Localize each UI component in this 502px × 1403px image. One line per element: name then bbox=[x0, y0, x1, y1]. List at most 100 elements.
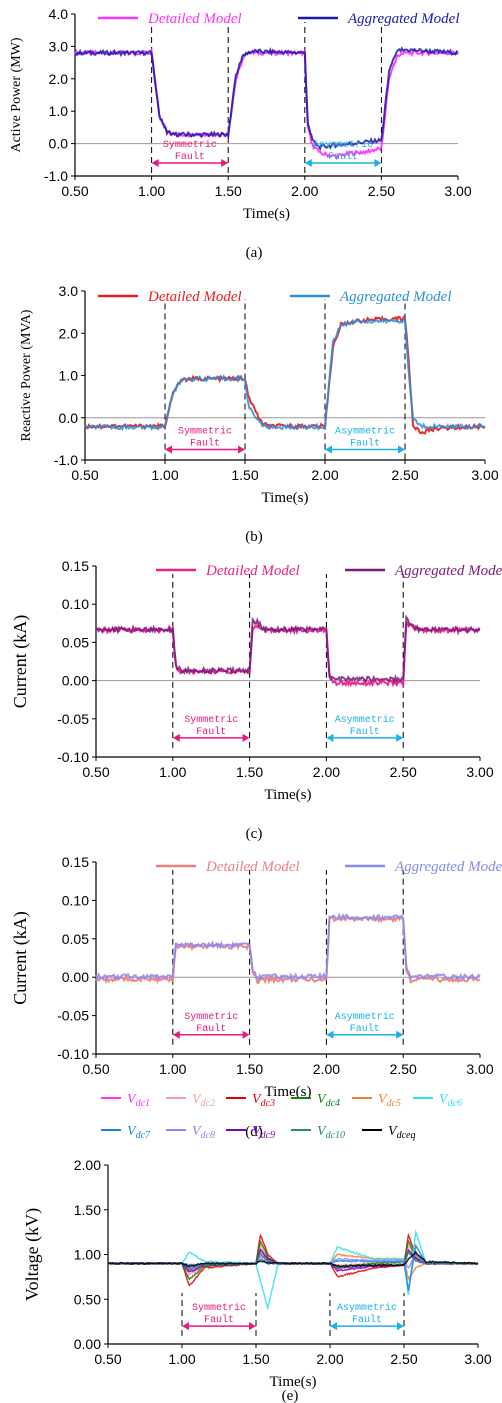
x-tick-label: 1.00 bbox=[151, 467, 178, 483]
y-tick-label: 1.0 bbox=[49, 103, 69, 119]
y-axis-label: Active Power (MW) bbox=[9, 37, 24, 152]
fault-arrowhead-left bbox=[326, 1030, 334, 1039]
x-tick-label: 3.00 bbox=[466, 1061, 493, 1077]
x-tick-label: 1.00 bbox=[159, 1061, 186, 1077]
y-tick-label: 0.50 bbox=[74, 1291, 101, 1307]
fault-label: Fault bbox=[328, 151, 358, 163]
fault-label: Asymmetric bbox=[335, 714, 395, 726]
y-tick-label: 0.15 bbox=[62, 558, 89, 574]
legend-label: Aggregated Model bbox=[394, 859, 502, 875]
fault-arrowhead-right bbox=[398, 445, 405, 454]
legend-label: Vdc3 bbox=[252, 1092, 275, 1109]
series-line bbox=[74, 46, 459, 151]
series-line bbox=[107, 1250, 479, 1268]
legend-label: Detailed Model bbox=[147, 11, 242, 27]
y-axis-label: Current (kA) bbox=[10, 615, 31, 708]
y-tick-label: 0.10 bbox=[62, 892, 89, 908]
fault-arrowhead-left bbox=[304, 159, 312, 168]
legend-label: Aggregated Model bbox=[347, 11, 460, 27]
x-tick-label: 2.00 bbox=[313, 764, 340, 780]
y-tick-label: 2.00 bbox=[74, 1157, 101, 1173]
legend-label: Vdc7 bbox=[127, 1124, 151, 1141]
y-tick-label: 0.00 bbox=[74, 1336, 101, 1352]
fault-label: Asymmetric bbox=[337, 1302, 397, 1314]
y-axis-label: Current (kA) bbox=[10, 911, 31, 1004]
series-line bbox=[95, 914, 481, 985]
y-tick-label: 0.00 bbox=[62, 969, 89, 985]
fault-arrowhead-left bbox=[151, 159, 159, 168]
x-tick-label: 0.50 bbox=[94, 1351, 121, 1367]
y-tick-label: 0.05 bbox=[62, 634, 89, 650]
fault-label: Fault bbox=[175, 151, 205, 163]
series-line bbox=[95, 614, 481, 684]
series-line bbox=[107, 1229, 479, 1311]
legend-label: Aggregated Model bbox=[339, 289, 452, 305]
x-tick-label: 1.50 bbox=[236, 1061, 263, 1077]
legend-label: Vdceq bbox=[388, 1124, 415, 1141]
x-tick-label: 2.50 bbox=[391, 467, 418, 483]
chart-panel-c: -0.10 -0.05 0.00 0.05 0.10 0.15 0.50 1.00 1.50 2.… bbox=[10, 558, 502, 842]
x-tick-label: 1.50 bbox=[236, 764, 263, 780]
y-tick-label: 1.50 bbox=[74, 1202, 101, 1218]
fault-arrowhead-right bbox=[396, 1030, 404, 1039]
chart-panel-b: -1.0 0.0 1.0 2.0 3.0 0.50 1.00 1.50 2.00 2.50 3.00… bbox=[19, 283, 499, 545]
legend-label: Vdc6 bbox=[439, 1092, 462, 1109]
series-line bbox=[95, 621, 481, 688]
x-tick-label: 2.00 bbox=[316, 1351, 343, 1367]
x-tick-label: 1.00 bbox=[159, 764, 186, 780]
x-tick-label: 1.50 bbox=[215, 183, 242, 199]
y-tick-label: 0.0 bbox=[59, 410, 79, 426]
fault-label: Fault bbox=[190, 437, 220, 449]
x-axis-label: Time(s) bbox=[270, 1374, 317, 1390]
fault-arrowhead-right bbox=[242, 733, 250, 742]
x-axis-label: Time(s) bbox=[265, 1084, 312, 1100]
legend-label: Vdc9 bbox=[252, 1124, 275, 1141]
y-tick-label: 1.00 bbox=[74, 1247, 101, 1263]
fault-label: Fault bbox=[196, 726, 226, 738]
fault-label: Asymmetric bbox=[335, 425, 395, 437]
fault-arrowhead-right bbox=[238, 445, 245, 454]
y-tick-label: -0.10 bbox=[57, 749, 89, 765]
x-axis-label: Time(s) bbox=[243, 206, 290, 222]
y-tick-label: 3.0 bbox=[49, 38, 69, 54]
y-axis-label: Voltage (kV) bbox=[22, 1208, 43, 1301]
legend-label: Vdc4 bbox=[317, 1092, 340, 1109]
chart-panel-a: -1.0 0.0 1.0 2.0 3.0 4.0 0.50 1.00 1.50 2.00 2.50 3… bbox=[9, 6, 472, 261]
panel-caption: (c) bbox=[246, 826, 263, 842]
x-tick-label: 1.00 bbox=[168, 1351, 195, 1367]
series-line bbox=[95, 912, 481, 982]
fault-arrowhead-right bbox=[249, 1322, 256, 1331]
x-tick-label: 2.50 bbox=[390, 764, 417, 780]
fault-arrowhead-left bbox=[325, 445, 332, 454]
x-tick-label: 2.50 bbox=[390, 1351, 417, 1367]
fault-label: Symmetric bbox=[192, 1302, 246, 1314]
fault-label: Fault bbox=[352, 1314, 382, 1326]
y-tick-label: -0.10 bbox=[57, 1046, 89, 1062]
fault-arrowhead-left bbox=[172, 1030, 180, 1039]
legend-label: Vdc5 bbox=[378, 1092, 401, 1109]
x-tick-label: 1.50 bbox=[242, 1351, 269, 1367]
y-tick-label: 2.0 bbox=[49, 71, 69, 87]
y-tick-label: -1.0 bbox=[44, 168, 68, 184]
x-axis-label: Time(s) bbox=[262, 490, 309, 506]
fault-arrowhead-right bbox=[221, 159, 229, 168]
y-tick-label: 2.0 bbox=[59, 325, 79, 341]
x-tick-label: 3.00 bbox=[464, 1351, 491, 1367]
legend-label: Detailed Model bbox=[205, 563, 300, 579]
y-tick-label: -1.0 bbox=[54, 452, 78, 468]
x-tick-label: 0.50 bbox=[71, 467, 98, 483]
panel-caption: (d) bbox=[245, 1124, 263, 1140]
x-tick-label: 2.00 bbox=[291, 183, 318, 199]
legend-label: Detailed Model bbox=[205, 859, 300, 875]
fault-arrowhead-left bbox=[165, 445, 172, 454]
legend-label: Vdc8 bbox=[192, 1124, 215, 1141]
series-line bbox=[84, 316, 486, 432]
panel-caption: (e) bbox=[282, 1388, 299, 1403]
x-tick-label: 3.00 bbox=[471, 467, 498, 483]
fault-label: Asymmetric bbox=[335, 1011, 395, 1023]
y-tick-label: 1.0 bbox=[59, 368, 79, 384]
fault-label: Fault bbox=[204, 1314, 234, 1326]
x-tick-label: 2.50 bbox=[390, 1061, 417, 1077]
fault-arrowhead-left bbox=[326, 733, 334, 742]
